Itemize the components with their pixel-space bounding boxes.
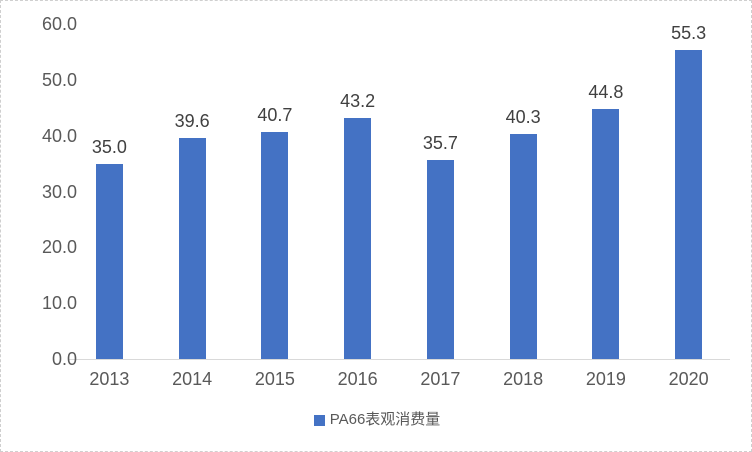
y-tick-label: 40.0 [41, 125, 77, 146]
legend-swatch-icon [313, 414, 325, 426]
x-tick-label-2013: 2013 [89, 369, 130, 389]
legend-label: PA66表观消费量 [329, 411, 441, 428]
x-tick-label-2020: 2020 [668, 369, 709, 389]
legend: PA66表观消费量 [1, 410, 751, 430]
bar-2017 [426, 159, 454, 359]
x-axis-line [68, 359, 730, 360]
x-tick-label-2016: 2016 [337, 369, 378, 389]
data-label-2018: 40.3 [505, 106, 541, 127]
x-tick-label-2014: 2014 [172, 369, 213, 389]
y-tick-label: 30.0 [41, 181, 77, 202]
bar-2014 [178, 137, 206, 359]
y-tick-label: 20.0 [41, 237, 77, 258]
bar-2016 [344, 117, 372, 359]
bar-2019 [592, 108, 620, 359]
y-tick-label: 0.0 [51, 349, 77, 369]
bar-2013 [95, 163, 123, 359]
data-label-2017: 35.7 [422, 132, 458, 153]
x-tick-label-2018: 2018 [503, 369, 544, 389]
x-tick-label-2019: 2019 [585, 369, 626, 389]
bar-2018 [509, 133, 537, 359]
data-label-2014: 39.6 [174, 110, 210, 131]
data-label-2019: 44.8 [588, 81, 624, 102]
bar-2020 [675, 50, 703, 359]
data-label-2013: 35.0 [91, 136, 127, 157]
x-tick-label-2015: 2015 [254, 369, 295, 389]
data-label-2015: 40.7 [257, 104, 293, 125]
y-tick-label: 50.0 [41, 69, 77, 90]
data-label-2016: 43.2 [340, 90, 376, 111]
y-tick-label: 10.0 [41, 293, 77, 314]
data-label-2020: 55.3 [671, 23, 707, 44]
x-tick-label-2017: 2017 [420, 369, 461, 389]
bar-2015 [261, 131, 289, 359]
y-tick-label: 60.0 [41, 14, 77, 34]
